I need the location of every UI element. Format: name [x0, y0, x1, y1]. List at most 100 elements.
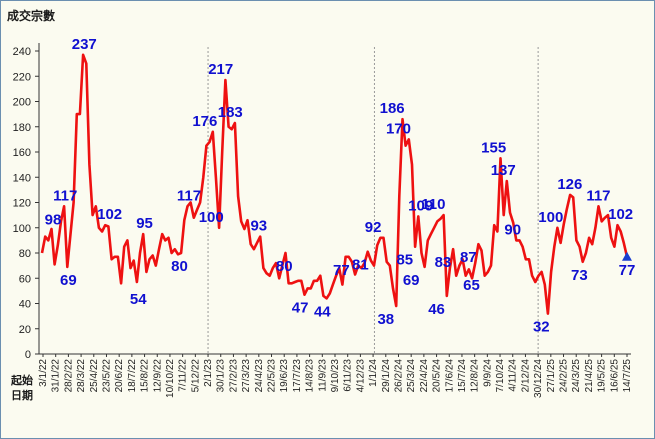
x-tick-label: 2/12/24	[520, 359, 531, 393]
y-tick-label: 200	[13, 97, 31, 109]
data-label: 80	[171, 258, 188, 275]
y-tick-label: 160	[13, 147, 31, 159]
data-label: 77	[333, 262, 350, 279]
x-tick-label: 17/7/23	[292, 359, 303, 393]
x-tick-label: 15/8/22	[140, 359, 151, 393]
x-tick-label: 14/7/25	[622, 359, 633, 393]
y-tick-label: 60	[19, 273, 31, 285]
x-tick-label: 14/8/23	[305, 359, 316, 393]
data-label: 217	[208, 61, 233, 78]
data-label: 95	[136, 215, 153, 232]
x-tick-label: 24/2/25	[559, 359, 570, 393]
x-axis-label-line1: 起始	[11, 374, 33, 387]
data-label: 90	[504, 221, 521, 238]
y-tick-label: 20	[19, 324, 31, 336]
y-tick-label: 80	[19, 248, 31, 260]
x-tick-label: 27/2/23	[228, 359, 239, 393]
x-tick-label: 22/4/24	[419, 359, 430, 393]
series-line	[40, 53, 629, 315]
x-tick-label: 27/3/23	[241, 359, 252, 393]
x-tick-label: 4/12/23	[355, 359, 366, 393]
data-label: 47	[292, 300, 309, 317]
x-tick-label: 6/11/23	[343, 359, 354, 392]
data-label: 81	[352, 257, 369, 274]
y-tick-label: 240	[13, 46, 31, 58]
x-tick-label: 9/10/23	[330, 359, 341, 393]
x-tick-label: 30/1/23	[216, 359, 227, 393]
x-tick-label: 1/1/24	[368, 359, 379, 387]
data-label: 44	[314, 303, 331, 320]
data-label: 117	[53, 187, 77, 204]
x-tick-label: 5/12/22	[190, 359, 201, 393]
x-tick-label: 7/10/24	[495, 359, 506, 393]
x-tick-label: 12/8/24	[470, 359, 481, 393]
data-label: 170	[386, 120, 411, 137]
y-tick-label: 0	[25, 349, 31, 361]
y-tick-label: 40	[19, 299, 31, 311]
data-label: 110	[421, 196, 445, 213]
data-label: 93	[250, 218, 267, 235]
data-label: 87	[460, 249, 477, 266]
y-tick-label: 120	[13, 198, 31, 210]
data-label: 117	[586, 187, 610, 204]
x-tick-label: 3/1/22	[38, 359, 49, 387]
data-label: 100	[538, 209, 563, 226]
data-label: 32	[533, 319, 550, 336]
x-tick-label: 25/4/22	[89, 359, 100, 393]
data-label: 100	[199, 209, 224, 226]
x-tick-label: 27/1/25	[546, 359, 557, 393]
data-label: 237	[72, 36, 97, 53]
data-label: 85	[396, 252, 413, 269]
x-tick-label: 24/3/25	[571, 359, 582, 393]
x-tick-label: 18/7/22	[127, 359, 138, 393]
chart-title: 成交宗數	[7, 9, 56, 23]
x-tick-label: 20/5/24	[432, 359, 443, 393]
data-label: 38	[377, 311, 394, 328]
data-label: 102	[608, 206, 633, 223]
data-label: 155	[481, 139, 506, 156]
data-label: 183	[218, 104, 243, 121]
x-axis-label-line2: 日期	[11, 389, 33, 402]
x-tick-label: 16/6/25	[609, 359, 620, 393]
x-tick-label: 21/4/25	[584, 359, 595, 393]
data-label: 186	[380, 100, 405, 117]
x-tick-label: 11/9/23	[317, 359, 328, 392]
data-label: 117	[177, 187, 201, 204]
data-label: 46	[428, 301, 445, 318]
x-tick-label: 7/11/22	[178, 359, 189, 392]
y-tick-label: 100	[13, 223, 31, 235]
x-tick-label: 28/3/22	[76, 359, 87, 393]
x-tick-label: 15/7/24	[457, 359, 468, 393]
x-tick-label: 4/11/24	[508, 359, 519, 392]
data-label: 69	[403, 272, 420, 289]
x-tick-label: 9/9/24	[482, 359, 493, 387]
data-label: 126	[557, 176, 582, 193]
x-tick-label: 20/6/22	[114, 359, 125, 393]
x-tick-label: 2/1/23	[203, 359, 214, 387]
x-tick-label: 12/9/22	[152, 359, 163, 393]
last-point-marker	[622, 251, 632, 261]
x-tick-label: 17/6/24	[444, 359, 455, 393]
data-label: 137	[491, 162, 516, 179]
x-tick-label: 10/10/22	[165, 359, 176, 398]
x-tick-label: 19/6/23	[279, 359, 290, 393]
data-label: 73	[571, 267, 588, 284]
y-tick-label: 180	[13, 122, 31, 134]
data-label: 80	[276, 258, 293, 275]
x-tick-label: 26/2/24	[393, 359, 404, 393]
y-tick-label: 140	[13, 172, 31, 184]
x-tick-label: 31/1/22	[51, 359, 62, 393]
data-label: 83	[435, 254, 452, 271]
x-tick-label: 25/3/24	[406, 359, 417, 393]
x-tick-label: 24/4/23	[254, 359, 265, 393]
x-tick-label: 22/5/23	[267, 359, 278, 393]
data-label: 102	[97, 206, 122, 223]
data-label: 77	[619, 262, 636, 279]
data-label: 98	[45, 211, 62, 228]
x-tick-label: 28/2/22	[63, 359, 74, 393]
x-tick-label: 19/5/25	[597, 359, 608, 393]
x-tick-label: 30/12/24	[533, 359, 544, 398]
data-label: 65	[463, 277, 480, 294]
